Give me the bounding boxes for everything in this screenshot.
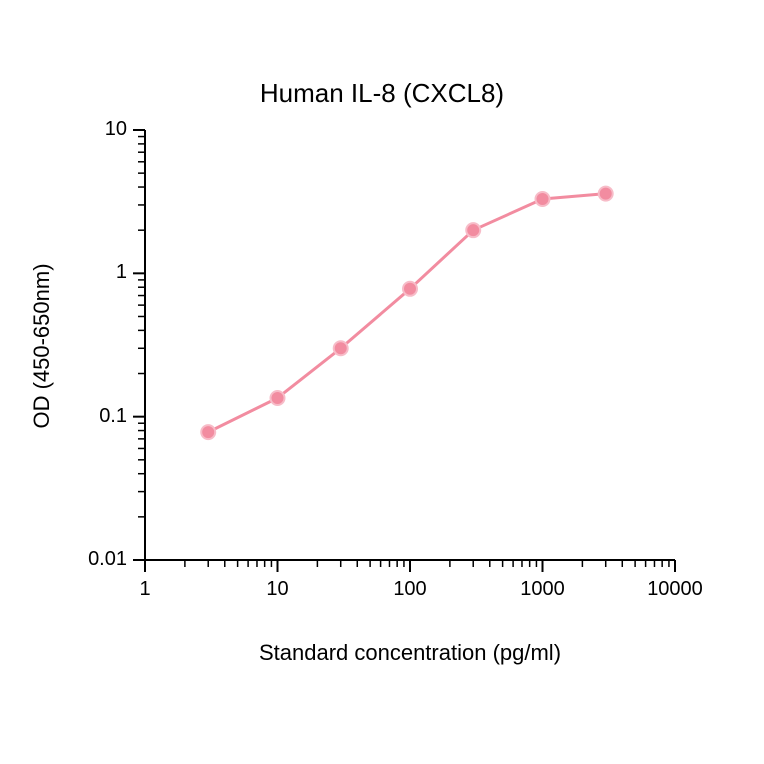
y-tick-label: 10 bbox=[105, 118, 127, 141]
y-tick-label: 0.1 bbox=[99, 405, 127, 428]
x-tick-label: 1000 bbox=[503, 578, 583, 601]
y-axis-label: OD (450-650nm) bbox=[29, 131, 55, 561]
x-axis-label: Standard concentration (pg/ml) bbox=[145, 640, 675, 666]
x-tick-label: 10000 bbox=[635, 578, 715, 601]
x-tick-label: 1 bbox=[105, 578, 185, 601]
y-tick-label: 1 bbox=[116, 261, 127, 284]
chart-container: Human IL-8 (CXCL8) Standard concentratio… bbox=[0, 0, 764, 764]
x-tick-label: 100 bbox=[370, 578, 450, 601]
x-tick-label: 10 bbox=[238, 578, 318, 601]
y-tick-label: 0.01 bbox=[88, 548, 127, 571]
